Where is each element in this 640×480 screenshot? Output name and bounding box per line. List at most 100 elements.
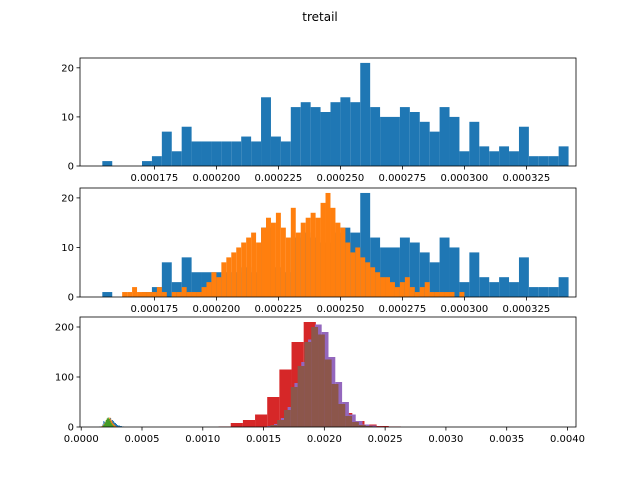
histogram-bar bbox=[449, 247, 460, 297]
x-tick-label: 0.000325 bbox=[503, 304, 551, 315]
histogram-bar bbox=[380, 277, 386, 297]
histogram-bar bbox=[113, 424, 115, 427]
histogram-bar bbox=[419, 252, 430, 297]
y-tick-label: 0 bbox=[68, 293, 74, 304]
histogram-bar bbox=[345, 416, 353, 427]
histogram-bar bbox=[111, 421, 113, 427]
histogram-bar bbox=[350, 252, 356, 297]
histogram-bar bbox=[216, 277, 222, 297]
axes-frame bbox=[79, 57, 577, 167]
histogram-bar bbox=[114, 422, 116, 427]
histogram-bar bbox=[340, 97, 351, 166]
x-tick-label: 0.0005 bbox=[125, 434, 160, 445]
histogram-bar bbox=[499, 277, 510, 297]
histogram-bar bbox=[103, 424, 105, 427]
histogram-bar bbox=[360, 192, 371, 297]
histogram-bar bbox=[251, 232, 257, 297]
histogram-bar bbox=[394, 287, 400, 297]
histogram-bar bbox=[201, 141, 212, 166]
histogram-panel-bottom: 0.0000 0.0005 0.0010 0.0015 0.0020 0.0025 0.00… bbox=[55, 316, 585, 445]
histogram-bar bbox=[261, 227, 266, 297]
histogram-bar bbox=[360, 257, 366, 297]
histogram-panel-top: 0.000175 0.000200 0.000225 0.000250 0.000275… bbox=[61, 57, 577, 184]
histogram-bar bbox=[295, 232, 301, 297]
histogram-bar bbox=[106, 418, 108, 427]
histogram-bar bbox=[558, 277, 569, 297]
histogram-bar bbox=[297, 366, 305, 427]
histogram-bar bbox=[365, 426, 373, 427]
histogram-bar bbox=[459, 282, 470, 297]
histogram-bar bbox=[414, 292, 420, 297]
histogram-bar bbox=[578, 292, 588, 297]
y-tick-label: 100 bbox=[55, 373, 74, 384]
histogram-bar bbox=[375, 272, 381, 297]
histogram-bar bbox=[311, 327, 319, 427]
histogram-bar bbox=[558, 146, 569, 166]
histogram-bar bbox=[338, 404, 346, 427]
histogram-bar bbox=[355, 247, 361, 297]
histogram-bar bbox=[469, 121, 480, 166]
histogram-bar bbox=[499, 146, 510, 166]
histogram-bar bbox=[102, 292, 113, 297]
histogram-bar bbox=[201, 287, 207, 297]
histogram-bar bbox=[469, 252, 480, 297]
histogram-bar bbox=[335, 222, 341, 297]
histogram-bar bbox=[290, 387, 298, 427]
axes-frame bbox=[79, 316, 577, 428]
histogram-bar bbox=[102, 161, 113, 166]
histogram-bar bbox=[171, 151, 182, 166]
histogram-bar bbox=[439, 107, 450, 166]
histogram-bar bbox=[439, 292, 445, 297]
histogram-bar bbox=[459, 292, 465, 297]
x-tick-label: 0.000225 bbox=[255, 173, 303, 184]
x-tick-label: 0.0035 bbox=[489, 434, 524, 445]
histogram-bar bbox=[419, 287, 425, 297]
histogram-bar bbox=[320, 112, 331, 166]
histogram-bar bbox=[280, 227, 286, 297]
figure-title: tretail bbox=[302, 10, 337, 24]
histogram-bar bbox=[270, 136, 281, 166]
histogram-bar bbox=[345, 242, 351, 297]
histogram-bar bbox=[360, 62, 371, 166]
histogram-bar bbox=[161, 131, 172, 166]
histogram-bar bbox=[300, 222, 306, 297]
bars bbox=[102, 192, 588, 297]
x-tick-label: 0.000325 bbox=[503, 173, 551, 184]
histogram-bar bbox=[325, 192, 331, 297]
histogram-bar bbox=[419, 121, 430, 166]
histogram-bar bbox=[231, 141, 242, 166]
histogram-bar bbox=[105, 420, 107, 427]
histogram-bar bbox=[390, 247, 400, 297]
histogram-bar bbox=[246, 237, 252, 297]
histogram-bar bbox=[142, 161, 152, 166]
histogram-bar bbox=[350, 102, 361, 166]
x-tick-label: 0.0020 bbox=[307, 434, 342, 445]
histogram-bar bbox=[290, 207, 296, 297]
x-tick-label: 0.0010 bbox=[185, 434, 220, 445]
histogram-bar bbox=[112, 425, 114, 427]
histogram-bar bbox=[137, 292, 142, 297]
histogram-bar bbox=[409, 242, 420, 297]
histogram-bar bbox=[161, 262, 172, 297]
histogram-bar bbox=[196, 292, 202, 297]
x-tick-label: 0.000175 bbox=[131, 173, 179, 184]
histogram-bar bbox=[352, 422, 359, 427]
histogram-bar bbox=[275, 212, 281, 297]
histogram-bar bbox=[449, 116, 460, 166]
x-tick-label: 0.0015 bbox=[246, 434, 281, 445]
histogram-bar bbox=[385, 277, 390, 297]
histogram-bar bbox=[399, 107, 410, 166]
y-tick-label: 20 bbox=[61, 193, 74, 204]
histogram-bar bbox=[305, 217, 311, 297]
x-tick-label: 0.000225 bbox=[255, 304, 303, 315]
histogram-bar bbox=[380, 116, 390, 166]
histogram-bar bbox=[111, 424, 113, 427]
y-tick-label: 0 bbox=[68, 423, 74, 434]
histogram-bar bbox=[236, 247, 242, 297]
histogram-bar bbox=[340, 227, 346, 297]
histogram-bar bbox=[112, 423, 114, 427]
histogram-bar bbox=[171, 282, 182, 297]
histogram-bar bbox=[110, 423, 112, 427]
histogram-bar bbox=[320, 202, 326, 297]
histogram-bar bbox=[528, 287, 539, 297]
